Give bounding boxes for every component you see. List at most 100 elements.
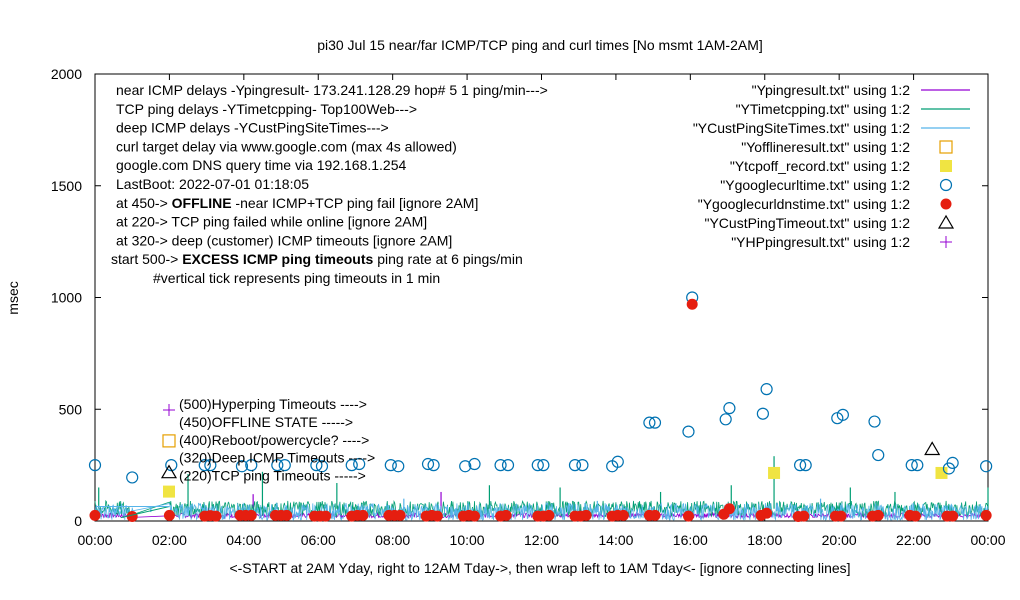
data-point bbox=[723, 503, 735, 515]
threshold-line: at 220-> TCP ping failed while online [i… bbox=[116, 214, 427, 230]
data-point bbox=[799, 459, 812, 472]
info-line: near ICMP delays -Ypingresult- 173.241.1… bbox=[116, 82, 548, 98]
threshold-line: start 500-> EXCESS ICMP ping timeouts pi… bbox=[111, 251, 523, 267]
data-point bbox=[501, 459, 515, 472]
plot-area bbox=[88, 291, 993, 523]
legend-label: "Ygooglecurldnstime.txt" using 1:2 bbox=[698, 196, 910, 212]
threshold-prefix: at 450-> bbox=[116, 195, 172, 211]
threshold-bold: EXCESS ICMP ping timeouts bbox=[182, 251, 373, 267]
data-point bbox=[768, 466, 781, 479]
legend-label: "Ytcpoff_record.txt" using 1:2 bbox=[730, 158, 910, 174]
data-point bbox=[760, 383, 773, 396]
axes: 0 500 1000 1500 2000 00:00 02:00 04:00 06:00 08:0… bbox=[51, 66, 1006, 548]
data-point bbox=[793, 459, 807, 472]
data-point bbox=[643, 416, 656, 429]
series-7 bbox=[924, 441, 941, 456]
data-point bbox=[392, 460, 405, 473]
legend-swatch bbox=[940, 198, 952, 210]
data-point bbox=[682, 510, 694, 522]
data-point bbox=[872, 448, 885, 462]
data-point bbox=[320, 510, 332, 522]
y-tick-label: 1000 bbox=[51, 290, 82, 306]
legend-label: "Ypingresult.txt" using 1:2 bbox=[752, 82, 911, 98]
info-line: google.com DNS query time via 192.168.1.… bbox=[116, 157, 406, 173]
data-point bbox=[353, 457, 366, 471]
marker-label: (320)Deep ICMP Timeouts ----> bbox=[179, 450, 375, 466]
data-point bbox=[245, 459, 258, 472]
data-point bbox=[648, 416, 662, 429]
legend-swatch bbox=[939, 178, 953, 192]
threshold-prefix: at 220-> TCP ping failed while online [i… bbox=[116, 214, 427, 230]
data-point bbox=[980, 509, 992, 521]
data-point bbox=[911, 459, 924, 472]
data-point bbox=[384, 459, 397, 472]
x-tick-label: 20:00 bbox=[822, 532, 857, 548]
data-point bbox=[198, 459, 211, 472]
data-point bbox=[686, 298, 698, 310]
data-point bbox=[500, 509, 512, 521]
x-tick-label: 12:00 bbox=[524, 532, 559, 548]
data-point bbox=[357, 509, 369, 521]
legend-label: "Ygooglecurltime.txt" using 1:2 bbox=[720, 177, 910, 193]
marker-label: (450)OFFLINE STATE -----> bbox=[179, 414, 353, 430]
y-tick-label: 2000 bbox=[51, 66, 82, 82]
y-tick-label: 0 bbox=[74, 513, 82, 529]
connecting-line bbox=[120, 505, 170, 519]
data-point bbox=[204, 459, 217, 472]
y-axis-label: msec bbox=[5, 281, 21, 314]
x-tick-label: 04:00 bbox=[226, 532, 261, 548]
data-point bbox=[459, 460, 472, 473]
data-point bbox=[531, 459, 544, 472]
y-tick-label: 1500 bbox=[51, 178, 82, 194]
marker-label: (400)Reboot/powercycle? ----> bbox=[179, 432, 369, 448]
series-4 bbox=[768, 466, 948, 479]
marker-symbol bbox=[162, 434, 176, 448]
data-point bbox=[427, 459, 440, 472]
data-point bbox=[909, 510, 921, 522]
data-point bbox=[345, 459, 358, 472]
data-point bbox=[210, 510, 222, 522]
data-point bbox=[761, 507, 773, 519]
data-point bbox=[756, 407, 769, 420]
x-tick-label: 22:00 bbox=[896, 532, 931, 548]
data-point bbox=[394, 509, 406, 521]
data-point bbox=[421, 457, 435, 471]
data-point bbox=[576, 459, 589, 472]
legend-label: "YCustPingTimeout.txt" using 1:2 bbox=[704, 215, 910, 231]
threshold-bold: OFFLINE bbox=[172, 195, 232, 211]
data-point bbox=[935, 466, 948, 479]
x-tick-label: 06:00 bbox=[301, 532, 336, 548]
data-point bbox=[617, 509, 629, 521]
info-line: curl target delay via www.google.com (ma… bbox=[116, 138, 457, 154]
legend-label: "Yofflineresult.txt" using 1:2 bbox=[741, 139, 910, 155]
data-point bbox=[924, 441, 941, 456]
x-tick-label: 00:00 bbox=[77, 532, 112, 548]
x-tick-label: 14:00 bbox=[598, 532, 633, 548]
series-6 bbox=[89, 298, 992, 523]
marker-symbol bbox=[160, 464, 178, 479]
data-point bbox=[278, 459, 291, 472]
marker-label: (220)TCP ping Timeouts -----> bbox=[179, 468, 366, 484]
threshold-line: at 320-> deep (customer) ICMP timeouts [… bbox=[116, 232, 452, 248]
info-line: deep ICMP delays -YCustPingSiteTimes---> bbox=[116, 120, 389, 136]
legend-swatch bbox=[937, 214, 955, 229]
x-tick-label: 00:00 bbox=[970, 532, 1005, 548]
x-tick-label: 08:00 bbox=[375, 532, 410, 548]
data-point bbox=[163, 509, 175, 521]
data-point bbox=[494, 459, 507, 472]
legend-swatch bbox=[939, 140, 953, 154]
data-point bbox=[611, 455, 624, 468]
threshold-prefix: at 320-> deep (customer) ICMP timeouts [… bbox=[116, 232, 452, 248]
info-line: TCP ping delays -YTimetcpping- Top100Web… bbox=[116, 101, 417, 117]
data-point bbox=[649, 509, 661, 521]
data-point bbox=[723, 402, 736, 415]
threshold-prefix: start 500-> bbox=[111, 251, 182, 267]
x-tick-label: 18:00 bbox=[747, 532, 782, 548]
data-point bbox=[905, 459, 918, 472]
marker-symbol bbox=[163, 485, 175, 498]
data-point bbox=[580, 509, 592, 521]
data-point bbox=[719, 413, 732, 426]
threshold-suffix: ping rate at 6 pings/min bbox=[373, 251, 522, 267]
x-tick-label: 10:00 bbox=[450, 532, 485, 548]
